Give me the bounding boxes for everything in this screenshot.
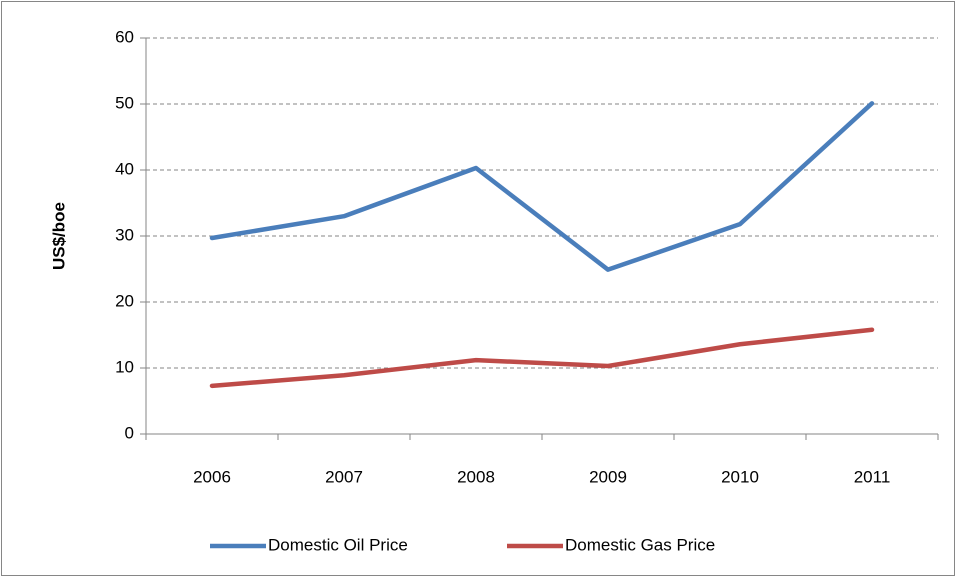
x-tick-label: 2009 — [589, 467, 627, 486]
x-tick-label: 2007 — [325, 467, 363, 486]
y-tick-label: 30 — [115, 225, 134, 244]
y-tick-label: 20 — [115, 291, 134, 310]
legend-label: Domestic Oil Price — [268, 535, 408, 554]
y-tick-label: 50 — [115, 93, 134, 112]
series-line — [209, 327, 875, 389]
y-tick-label: 0 — [125, 423, 134, 442]
x-tick-label: 2006 — [193, 467, 231, 486]
y-tick-label: 10 — [115, 357, 134, 376]
legend-label: Domestic Gas Price — [565, 535, 715, 554]
series-line — [209, 101, 875, 272]
x-tick-label: 2008 — [457, 467, 495, 486]
x-tick-label: 2010 — [721, 467, 759, 486]
y-tick-label: 60 — [115, 27, 134, 46]
y-tick-label: 40 — [115, 159, 134, 178]
y-axis-label: US$/boe — [49, 202, 68, 270]
x-tick-label: 2011 — [854, 467, 891, 486]
